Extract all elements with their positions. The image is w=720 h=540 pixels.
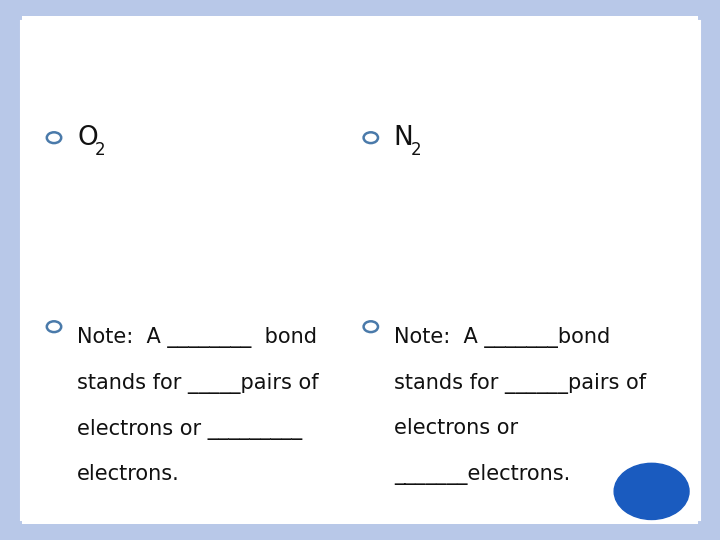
Text: stands for ______pairs of: stands for ______pairs of	[394, 373, 646, 394]
Text: O: O	[77, 125, 98, 151]
FancyBboxPatch shape	[22, 16, 698, 524]
Text: electrons or: electrons or	[394, 418, 518, 438]
Text: _______electrons.: _______electrons.	[394, 464, 570, 485]
Text: N: N	[394, 125, 413, 151]
Text: Note:  A _______bond: Note: A _______bond	[394, 327, 610, 348]
Text: Note:  A ________  bond: Note: A ________ bond	[77, 327, 317, 348]
Text: 2: 2	[411, 140, 422, 159]
Text: electrons.: electrons.	[77, 464, 180, 484]
Text: stands for _____pairs of: stands for _____pairs of	[77, 373, 319, 394]
Text: electrons or _________: electrons or _________	[77, 418, 302, 440]
Text: 2: 2	[94, 140, 105, 159]
Circle shape	[614, 463, 689, 519]
